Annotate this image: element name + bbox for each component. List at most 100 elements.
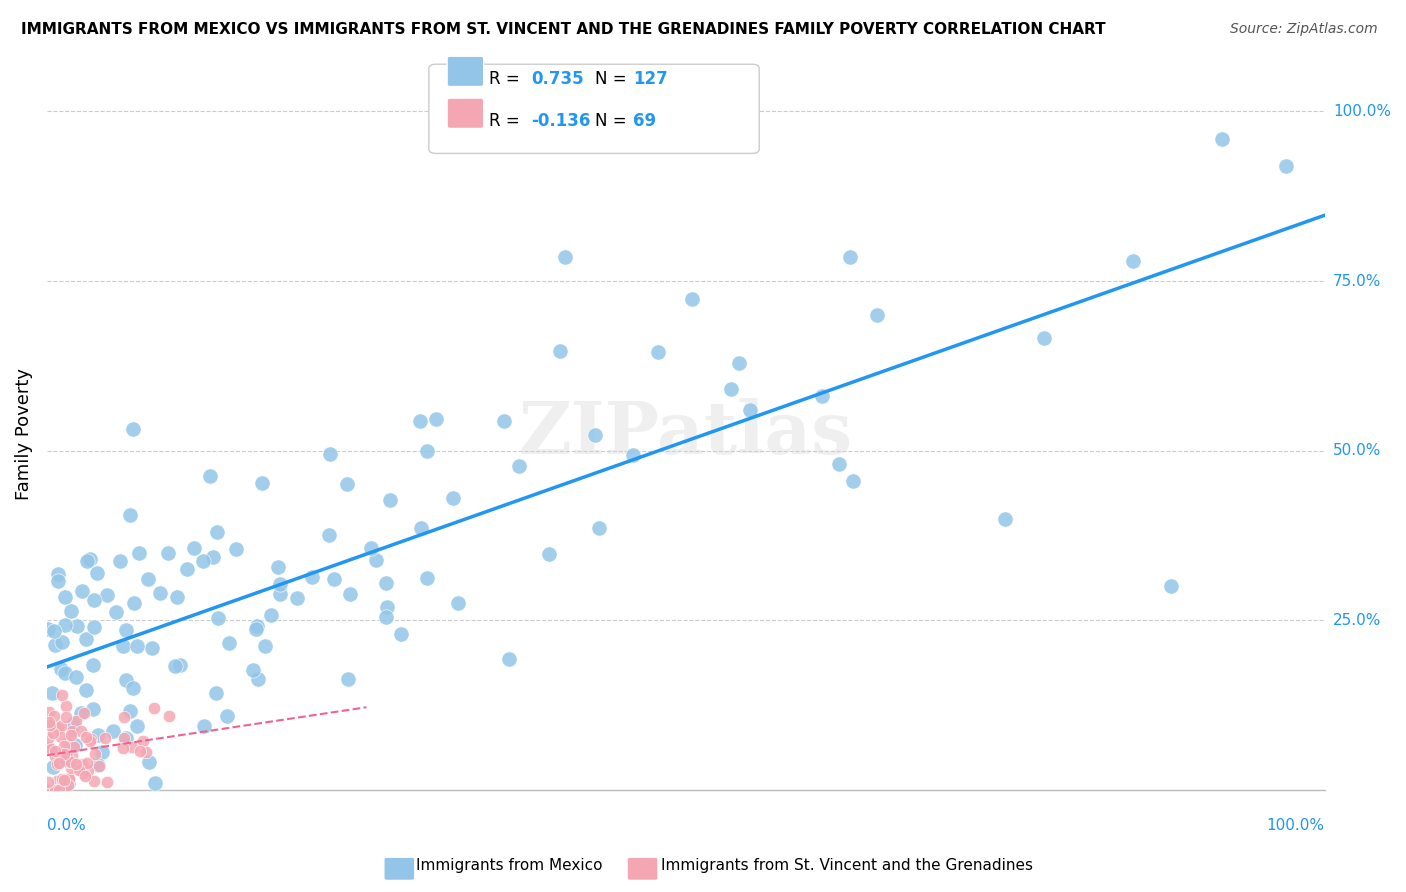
Text: R =: R = (489, 70, 526, 88)
Point (111, 740, 134, 755)
Point (44, 744, 66, 758)
Point (48, 783, 70, 797)
Point (42, 726, 65, 740)
Point (447, 596, 470, 610)
Point (53, 751, 76, 765)
Point (143, 776, 166, 790)
Point (866, 308, 889, 322)
Point (205, 525, 228, 540)
Point (285, 591, 308, 605)
Point (260, 608, 283, 623)
Point (378, 493, 401, 508)
Point (301, 570, 323, 584)
Point (1160, 579, 1182, 593)
Point (51, 635, 73, 649)
Point (60, 748, 83, 763)
Point (37, 622, 59, 636)
Point (319, 446, 342, 460)
Text: R =: R = (489, 112, 526, 129)
Point (149, 586, 172, 600)
Point (60, 724, 83, 739)
Point (51, 775, 73, 789)
Point (58, 776, 80, 790)
Point (76, 756, 98, 770)
Point (46, 574, 69, 588)
Point (62, 717, 84, 731)
Point (339, 587, 361, 601)
Point (38, 706, 60, 720)
Point (121, 681, 143, 695)
Point (72, 766, 94, 780)
Point (53, 590, 76, 604)
Point (142, 701, 165, 715)
Text: IMMIGRANTS FROM MEXICO VS IMMIGRANTS FROM ST. VINCENT AND THE GRENADINES FAMILY : IMMIGRANTS FROM MEXICO VS IMMIGRANTS FRO… (21, 22, 1105, 37)
Point (76, 554, 98, 568)
Point (128, 744, 150, 758)
Point (87, 728, 110, 742)
Point (51, 718, 73, 732)
Point (59, 761, 82, 775)
Point (183, 541, 205, 556)
Point (65, 757, 87, 772)
Point (51, 772, 73, 786)
Point (242, 663, 264, 677)
Point (84, 747, 107, 761)
Point (52, 772, 75, 787)
Point (94, 731, 117, 745)
Point (157, 709, 180, 723)
Point (38, 714, 60, 729)
Text: 127: 127 (633, 70, 668, 88)
Point (828, 457, 851, 471)
Point (49, 662, 72, 676)
Point (59, 728, 82, 742)
Text: -0.136: -0.136 (531, 112, 591, 129)
Point (83, 620, 105, 634)
Point (67, 763, 90, 777)
Point (336, 672, 359, 686)
Point (647, 345, 669, 359)
Point (83, 774, 105, 789)
Point (360, 541, 382, 555)
Point (1275, 159, 1298, 173)
Point (374, 576, 396, 591)
Point (115, 673, 138, 688)
Point (839, 250, 862, 264)
Point (66, 619, 89, 633)
Point (157, 546, 180, 560)
Point (204, 686, 226, 700)
Point (44, 783, 66, 797)
Point (58, 772, 80, 786)
Point (53, 747, 76, 762)
Point (51, 752, 73, 766)
Point (73, 769, 96, 783)
Point (138, 572, 160, 586)
Point (267, 560, 290, 574)
Point (86, 566, 108, 580)
Point (201, 549, 224, 564)
Point (416, 444, 439, 458)
Point (425, 411, 447, 425)
Text: 0.735: 0.735 (531, 70, 583, 88)
Text: 25.0%: 25.0% (1333, 613, 1381, 628)
Point (225, 542, 247, 557)
Point (1211, 131, 1233, 145)
Point (1122, 253, 1144, 268)
Point (63, 739, 86, 754)
Point (87, 758, 110, 772)
Point (207, 611, 229, 625)
Point (681, 292, 703, 306)
Point (215, 708, 238, 723)
Point (90, 744, 112, 758)
Point (111, 639, 134, 653)
Point (70, 584, 93, 599)
Point (58, 755, 80, 769)
Point (131, 734, 153, 748)
Point (127, 718, 149, 732)
Text: Source: ZipAtlas.com: Source: ZipAtlas.com (1230, 22, 1378, 37)
Text: 100.0%: 100.0% (1267, 819, 1324, 833)
Point (63, 738, 86, 752)
Point (56, 735, 79, 749)
Point (44, 624, 66, 639)
Point (55, 750, 77, 764)
Point (77, 764, 100, 778)
